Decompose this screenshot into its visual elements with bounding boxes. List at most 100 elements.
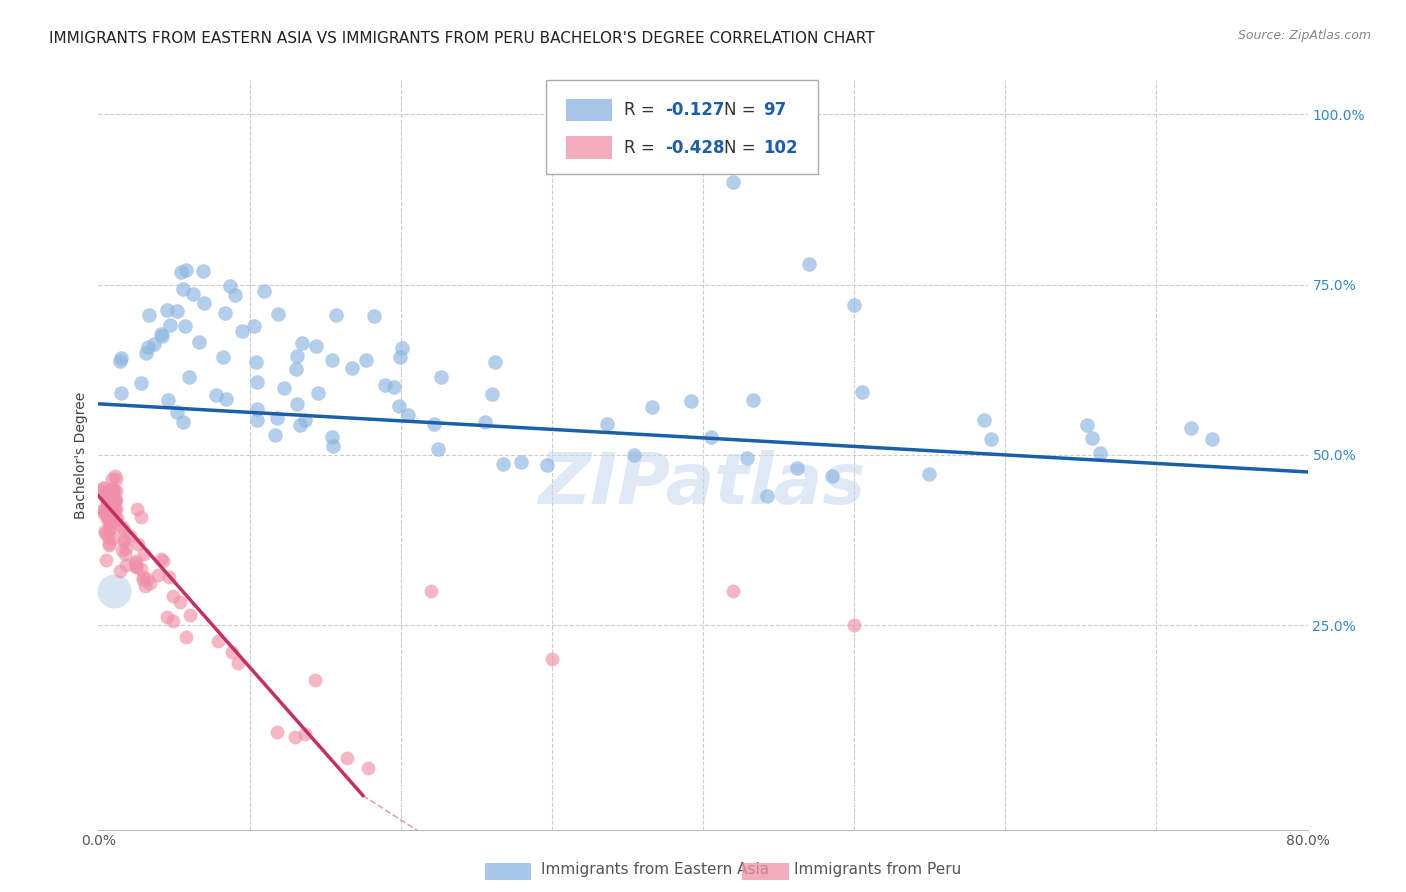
- Point: [157, 570, 180, 584]
- Point: [246, 412, 269, 426]
- Point: [391, 341, 413, 355]
- Point: [131, 573, 153, 587]
- Point: [357, 761, 380, 775]
- Point: [101, 472, 124, 486]
- Point: [143, 337, 166, 351]
- Point: [820, 469, 842, 483]
- Point: [481, 386, 503, 401]
- Point: [103, 483, 125, 498]
- Point: [321, 430, 343, 444]
- Text: Source: ZipAtlas.com: Source: ZipAtlas.com: [1237, 29, 1371, 42]
- Point: [111, 543, 134, 558]
- Text: 102: 102: [763, 139, 799, 157]
- Text: -0.428: -0.428: [665, 139, 725, 157]
- Point: [797, 257, 820, 271]
- Point: [382, 380, 405, 394]
- Point: [284, 730, 307, 744]
- Point: [918, 467, 941, 481]
- Point: [93, 485, 115, 500]
- Point: [111, 519, 134, 533]
- Point: [104, 500, 127, 515]
- Point: [98, 538, 121, 552]
- Point: [96, 509, 118, 524]
- Point: [474, 416, 496, 430]
- Point: [389, 350, 412, 364]
- Point: [174, 630, 197, 644]
- Point: [166, 405, 188, 419]
- Point: [979, 432, 1001, 446]
- Point: [125, 560, 148, 574]
- Point: [112, 533, 135, 548]
- Point: [253, 284, 276, 298]
- Point: [138, 308, 160, 322]
- Point: [94, 502, 117, 516]
- Point: [844, 618, 866, 632]
- Point: [623, 448, 645, 462]
- Point: [245, 376, 267, 390]
- Point: [103, 490, 125, 504]
- Point: [112, 534, 135, 549]
- Text: ZIPatlas: ZIPatlas: [540, 450, 866, 519]
- Point: [179, 608, 201, 623]
- Point: [162, 614, 184, 628]
- Point: [242, 318, 264, 333]
- Point: [287, 397, 309, 411]
- Point: [150, 329, 173, 343]
- Point: [172, 416, 194, 430]
- Point: [101, 484, 124, 499]
- Point: [104, 502, 127, 516]
- Point: [170, 265, 193, 279]
- Point: [104, 493, 127, 508]
- Point: [288, 418, 311, 433]
- Point: [98, 491, 121, 506]
- Point: [129, 510, 152, 524]
- Point: [103, 514, 125, 528]
- Point: [110, 386, 132, 401]
- Point: [191, 264, 214, 278]
- Point: [125, 502, 148, 516]
- Point: [110, 564, 132, 578]
- Point: [723, 176, 745, 190]
- Point: [98, 522, 121, 536]
- Text: IMMIGRANTS FROM EASTERN ASIA VS IMMIGRANTS FROM PERU BACHELOR'S DEGREE CORRELATI: IMMIGRANTS FROM EASTERN ASIA VS IMMIGRAN…: [49, 31, 875, 46]
- Point: [363, 310, 385, 324]
- Point: [105, 511, 128, 525]
- Point: [100, 512, 122, 526]
- Point: [640, 400, 662, 414]
- Point: [97, 536, 120, 550]
- Point: [263, 428, 285, 442]
- Point: [595, 417, 617, 432]
- Point: [150, 552, 173, 566]
- Point: [105, 483, 128, 498]
- Point: [135, 346, 157, 360]
- Point: [93, 506, 115, 520]
- Point: [322, 439, 344, 453]
- Point: [756, 489, 779, 503]
- Text: R =: R =: [624, 102, 661, 120]
- Point: [396, 408, 419, 422]
- Point: [266, 724, 288, 739]
- Point: [245, 355, 267, 369]
- Text: N =: N =: [724, 102, 761, 120]
- Point: [1201, 432, 1223, 446]
- Point: [104, 492, 127, 507]
- Point: [735, 451, 758, 466]
- Point: [97, 530, 120, 544]
- Point: [138, 575, 160, 590]
- Point: [509, 455, 531, 469]
- Point: [340, 361, 363, 376]
- Y-axis label: Bachelor's Degree: Bachelor's Degree: [75, 392, 89, 518]
- Point: [374, 377, 396, 392]
- Point: [156, 609, 179, 624]
- Point: [146, 567, 169, 582]
- Point: [127, 537, 149, 551]
- Point: [205, 388, 228, 402]
- Point: [101, 508, 124, 522]
- Point: [285, 361, 308, 376]
- Point: [93, 525, 115, 540]
- FancyBboxPatch shape: [546, 80, 818, 174]
- Point: [112, 523, 135, 537]
- Point: [294, 413, 316, 427]
- Point: [484, 355, 506, 369]
- Point: [188, 334, 211, 349]
